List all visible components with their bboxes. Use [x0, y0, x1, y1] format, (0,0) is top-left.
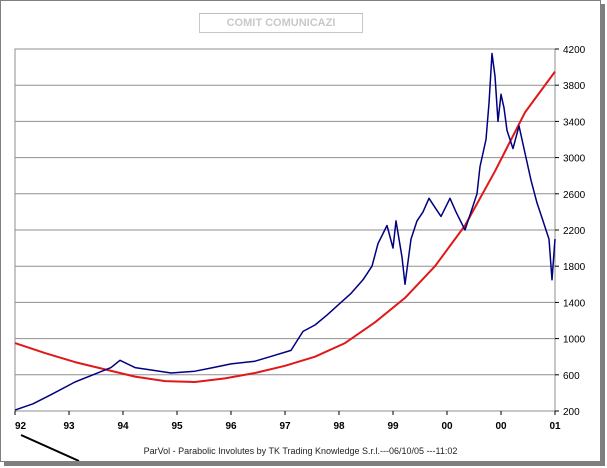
- y-tick-label: 1800: [563, 262, 586, 273]
- x-tick-label: 00: [495, 421, 507, 432]
- x-tick-label: 95: [171, 421, 183, 432]
- x-tick-label: 98: [333, 421, 345, 432]
- x-tick-label: 00: [441, 421, 453, 432]
- y-tick-label: 4200: [563, 45, 586, 56]
- y-tick-label: 2200: [563, 226, 586, 237]
- x-tick-label: 01: [549, 421, 561, 432]
- chart-frame: COMIT COMUNICAZI 200 600 1000 1400 1800 2200 2…: [0, 0, 601, 462]
- y-tick-label: 600: [563, 371, 580, 382]
- y-tick-label: 1000: [563, 335, 586, 346]
- x-tick-label: 94: [117, 421, 129, 432]
- chart-canvas: 200 600 1000 1400 1800 2200 2600 3000 3400 3800 42…: [14, 45, 586, 461]
- x-tick-label: 97: [279, 421, 291, 432]
- x-tick-label: 96: [225, 421, 237, 432]
- x-tick-label: 93: [63, 421, 75, 432]
- y-tick-label: 1400: [563, 298, 586, 309]
- price-line: [14, 52, 556, 411]
- decorative-trend-stroke: [20, 434, 80, 461]
- y-tick-label: 3800: [563, 81, 586, 92]
- chart-footer: ParVol - Parabolic Involutes by TK Tradi…: [143, 446, 458, 456]
- y-tick-label: 2600: [563, 190, 586, 201]
- x-tick-label: 92: [15, 421, 27, 432]
- x-tick-label: 99: [387, 421, 399, 432]
- y-tick-label: 3400: [563, 117, 586, 128]
- chart-title: COMIT COMUNICAZI: [199, 13, 363, 33]
- y-tick-label: 3000: [563, 154, 586, 165]
- y-tick-label: 200: [563, 407, 580, 418]
